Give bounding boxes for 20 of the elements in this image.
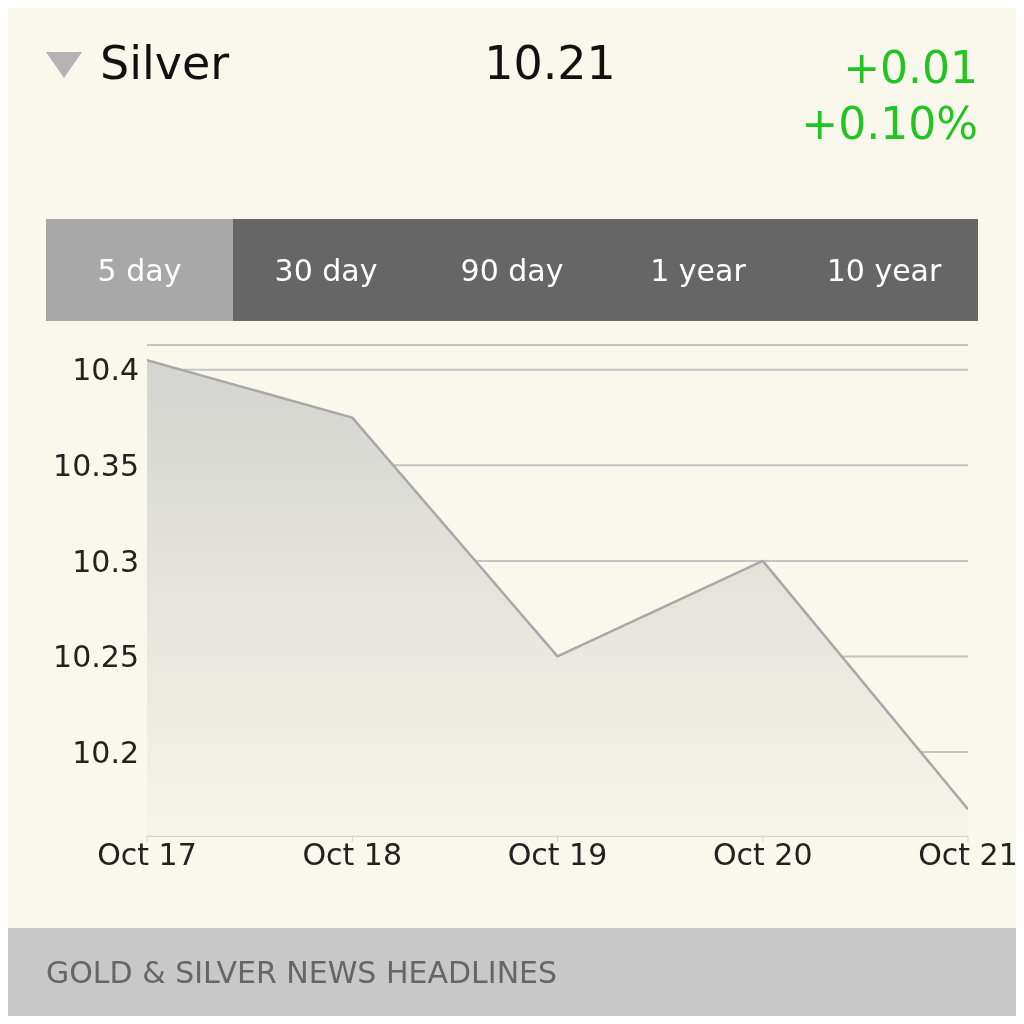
text: 30 day <box>273 251 379 290</box>
y-tick-label: 10.3 <box>72 543 139 579</box>
x-tick-label: Oct 21 <box>918 837 1018 873</box>
x-tick-label: Oct 18 <box>302 837 403 873</box>
text: +0.10% <box>801 97 978 151</box>
x-tick-label: Oct 17 <box>97 837 197 873</box>
text: 90 day <box>459 251 565 290</box>
text: 10 year <box>825 251 943 290</box>
y-tick-label: 10.2 <box>72 734 139 770</box>
text: 5 day <box>46 219 233 321</box>
text: +0.01 <box>842 41 978 95</box>
y-tick-label: 10.35 <box>53 448 139 484</box>
text: GOLD & SILVER NEWS HEADLINES <box>46 954 558 990</box>
text: 1 year <box>649 251 747 290</box>
x-tick-label: Oct 19 <box>507 837 608 873</box>
x-tick-label: Oct 20 <box>712 837 813 873</box>
text: 10.21 <box>483 36 617 90</box>
chart-title: Silver <box>100 36 230 90</box>
y-tick-label: 10.4 <box>72 352 139 388</box>
y-tick-label: 10.25 <box>53 639 139 675</box>
